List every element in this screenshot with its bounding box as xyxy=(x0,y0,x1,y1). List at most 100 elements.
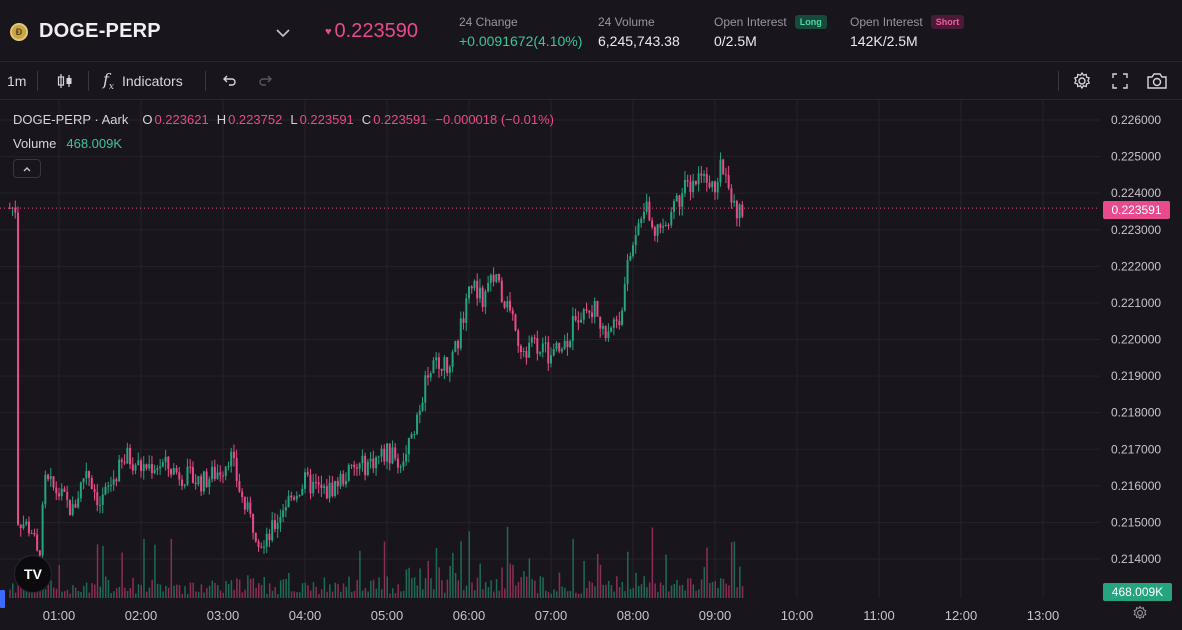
candle-body xyxy=(120,459,123,462)
volume-bar xyxy=(9,589,11,598)
volume-bar xyxy=(203,592,205,598)
volume-bar xyxy=(441,580,443,598)
candle-body xyxy=(145,464,148,469)
candle-body xyxy=(164,456,167,463)
volume-bar xyxy=(670,585,673,598)
candle-body xyxy=(413,433,416,435)
volume-bar xyxy=(189,582,192,598)
candle-body xyxy=(470,286,473,289)
candle-body xyxy=(323,486,326,488)
axis-settings-button[interactable] xyxy=(1132,605,1148,626)
volume-bar xyxy=(126,591,129,598)
volume-bar xyxy=(528,558,531,598)
volume-bar xyxy=(728,585,730,598)
price-chart[interactable]: 0.226000 0.225000 0.224000 0.223000 0.222000… xyxy=(0,100,1182,630)
candle-body xyxy=(396,458,399,468)
y-tick-label: 0.226000 xyxy=(1111,113,1161,127)
candle-body xyxy=(383,448,386,462)
x-tick-label: 02:00 xyxy=(125,608,158,623)
volume-bar xyxy=(309,590,312,598)
y-tick-label: 0.218000 xyxy=(1111,406,1161,420)
candle-body xyxy=(656,224,659,236)
toolbar-divider xyxy=(1058,71,1059,91)
candle-body xyxy=(416,414,419,434)
volume-bar xyxy=(367,591,369,598)
y-tick-label: 0.224000 xyxy=(1111,186,1161,200)
camera-icon xyxy=(1147,73,1167,89)
candle-body xyxy=(558,342,561,352)
screenshot-button[interactable] xyxy=(1146,62,1168,100)
candle-body xyxy=(88,471,91,478)
candle-body xyxy=(580,319,583,323)
candle-body xyxy=(249,502,252,514)
symbol-selector[interactable]: Ð DOGE-PERP xyxy=(10,20,161,43)
candle-type-button[interactable] xyxy=(56,62,74,100)
candlesticks xyxy=(8,152,744,560)
candle-body xyxy=(604,325,607,339)
volume-bar xyxy=(635,572,637,598)
tradingview-logo[interactable]: TV xyxy=(14,555,52,593)
volume-bar xyxy=(662,585,665,598)
candle-body xyxy=(200,476,203,492)
candle-body xyxy=(320,484,323,488)
fullscreen-button[interactable] xyxy=(1111,62,1129,100)
candle-body xyxy=(181,479,183,486)
undo-button[interactable] xyxy=(220,62,238,100)
settings-button[interactable] xyxy=(1072,62,1092,100)
volume-bar xyxy=(50,580,52,598)
interval-button[interactable]: 1m xyxy=(7,73,27,89)
candle-body xyxy=(55,487,58,494)
market-header: Ð DOGE-PERP ♥ 0.223590 24 Change +0.0091… xyxy=(0,0,1182,62)
x-axis-labels: 01:00 02:00 03:00 04:00 05:00 06:00 07:00 08:00… xyxy=(43,608,1060,623)
candle-body xyxy=(63,488,66,492)
volume-bar xyxy=(236,578,238,598)
collapse-legend-button[interactable] xyxy=(13,159,41,178)
y-tick-label: 0.225000 xyxy=(1111,150,1161,164)
candle-body xyxy=(577,320,580,323)
volume-bar xyxy=(345,586,347,598)
volume-bar xyxy=(17,583,19,598)
stat-label: Open Interest xyxy=(714,15,787,29)
volume-bar xyxy=(252,578,255,598)
candle-body xyxy=(506,300,509,308)
y-tick-label: 0.221000 xyxy=(1111,296,1161,310)
volume-bar xyxy=(192,582,194,598)
candle-body xyxy=(339,473,342,487)
volume-bar xyxy=(648,582,651,598)
candle-body xyxy=(142,464,145,471)
candle-body xyxy=(405,454,408,462)
volume-bar xyxy=(555,591,558,598)
indicators-button[interactable]: fx Indicators xyxy=(103,62,183,100)
candle-body xyxy=(626,260,629,285)
candle-body xyxy=(437,357,440,369)
candle-body xyxy=(645,201,648,212)
volume-bar xyxy=(558,572,561,598)
volume-bar xyxy=(493,591,495,598)
candle-body xyxy=(473,280,476,289)
volume-bar xyxy=(583,560,585,598)
candle-body xyxy=(30,532,33,534)
candle-body xyxy=(273,520,276,530)
legend-o-key: O xyxy=(142,112,153,127)
candle-body xyxy=(569,341,572,347)
volume-bar xyxy=(709,583,711,598)
candle-body xyxy=(634,234,637,246)
volume-bar xyxy=(681,584,684,598)
legend-c-value: 0.223591 xyxy=(373,112,428,127)
volume-bar xyxy=(323,577,326,598)
candle-body xyxy=(407,438,410,455)
volume-bar xyxy=(244,589,246,598)
volume-bar xyxy=(104,576,107,598)
candle-body xyxy=(574,316,577,321)
candle-body xyxy=(345,480,347,485)
redo-button[interactable] xyxy=(257,62,275,100)
volume-bar xyxy=(329,584,331,598)
volume-bar xyxy=(610,585,613,598)
candle-body xyxy=(454,340,457,353)
chart-canvas[interactable]: 0.226000 0.225000 0.224000 0.223000 0.222000… xyxy=(0,100,1182,630)
chevron-down-icon[interactable] xyxy=(274,25,292,41)
candle-body xyxy=(509,300,511,311)
volume-bar xyxy=(350,591,353,598)
volume-bar xyxy=(739,566,741,598)
volume-bar xyxy=(422,589,424,598)
